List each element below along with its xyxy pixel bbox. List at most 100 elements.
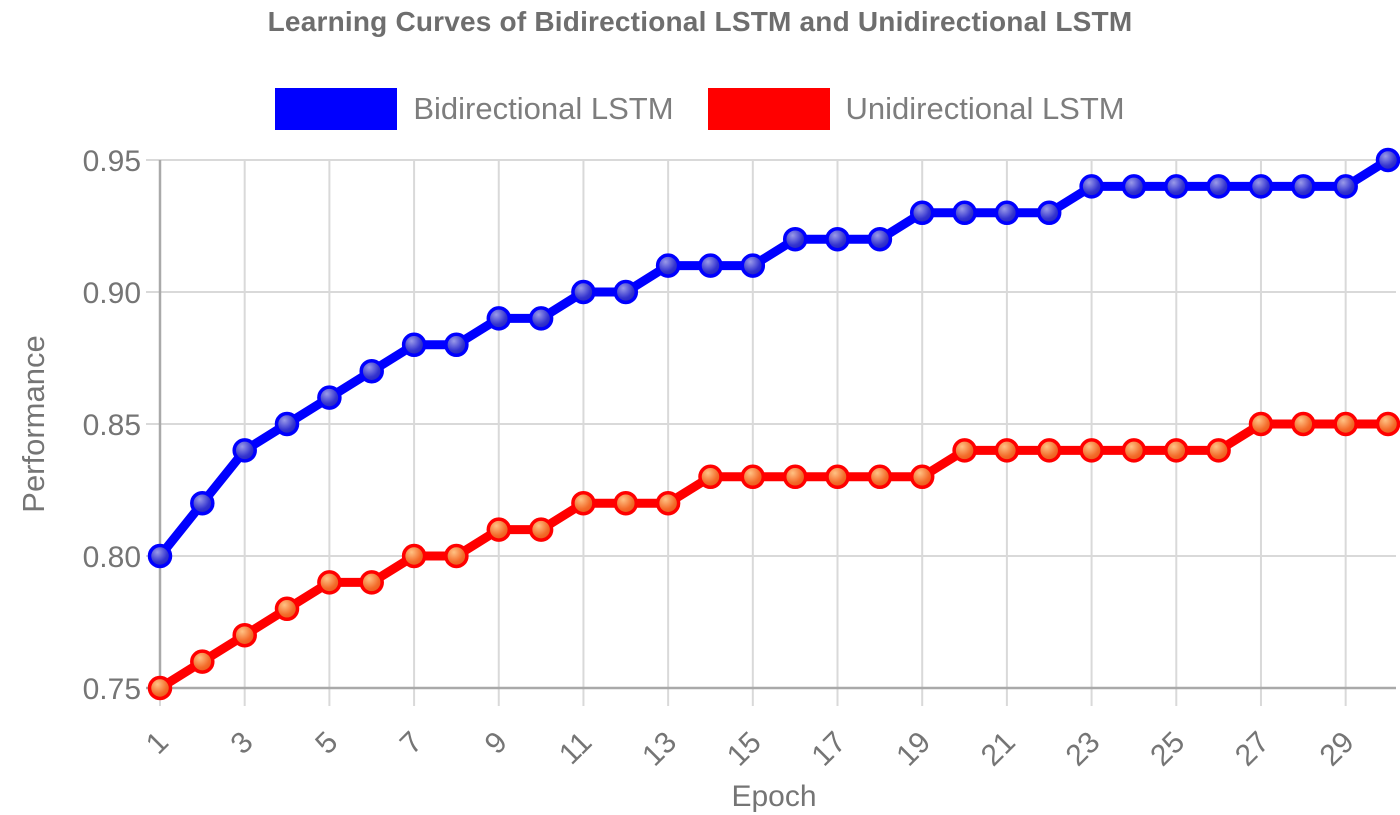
data-point-unidirectional-lstm — [782, 464, 808, 490]
data-point-bidirectional-lstm — [952, 200, 977, 226]
data-point-bidirectional-lstm — [232, 438, 257, 463]
data-point-unidirectional-lstm — [190, 649, 215, 674]
data-point-unidirectional-lstm — [359, 570, 384, 595]
y-tick-labels: 0.75 0.80 0.85 0.90 0.95 — [83, 145, 141, 706]
data-point-unidirectional-lstm — [1079, 438, 1104, 463]
data-point-unidirectional-lstm — [1164, 438, 1189, 463]
x-tick-label: 17 — [806, 726, 853, 773]
data-point-unidirectional-lstm — [698, 464, 723, 490]
x-axis-title: Epoch — [731, 780, 816, 813]
x-tick-label: 11 — [553, 726, 598, 771]
data-point-bidirectional-lstm — [909, 200, 935, 226]
x-tick-label: 15 — [721, 726, 768, 773]
data-point-unidirectional-lstm — [613, 490, 639, 516]
data-point-unidirectional-lstm — [867, 464, 893, 490]
data-point-unidirectional-lstm — [1291, 411, 1316, 437]
legend-entry-unidirectional: Unidirectional LSTM — [707, 88, 1125, 130]
x-tick-labels: 1 3 5 7 9 11 13 15 17 19 21 23 25 27 29 — [140, 726, 1361, 773]
data-point-bidirectional-lstm — [1333, 174, 1358, 199]
data-point-bidirectional-lstm — [1375, 147, 1400, 173]
data-point-unidirectional-lstm — [401, 543, 427, 569]
data-point-unidirectional-lstm — [952, 438, 977, 463]
data-point-bidirectional-lstm — [1079, 174, 1104, 199]
data-point-bidirectional-lstm — [147, 543, 173, 569]
series-line-bidirectional-lstm — [155, 155, 1393, 561]
data-point-bidirectional-lstm — [655, 253, 681, 278]
data-point-bidirectional-lstm — [359, 358, 384, 384]
data-point-bidirectional-lstm — [1036, 200, 1062, 226]
data-point-unidirectional-lstm — [1206, 438, 1231, 463]
y-tick-label: 0.95 — [83, 145, 141, 178]
data-point-unidirectional-lstm — [655, 490, 681, 516]
data-point-bidirectional-lstm — [994, 200, 1020, 226]
legend-entry-bidirectional: Bidirectional LSTM — [275, 88, 674, 130]
data-point-unidirectional-lstm — [1333, 411, 1358, 437]
x-tick-label: 29 — [1314, 726, 1361, 773]
x-tick-label: 25 — [1144, 726, 1191, 773]
data-point-unidirectional-lstm — [825, 464, 850, 490]
data-point-bidirectional-lstm — [401, 332, 427, 358]
data-point-unidirectional-lstm — [909, 464, 935, 490]
data-point-bidirectional-lstm — [740, 253, 766, 278]
x-tick-label: 27 — [1229, 726, 1276, 773]
data-point-unidirectional-lstm — [994, 438, 1020, 463]
x-tick-label: 5 — [309, 726, 344, 761]
data-point-bidirectional-lstm — [274, 411, 300, 437]
legend-label-bidirectional: Bidirectional LSTM — [413, 91, 674, 126]
legend-swatch-blue — [275, 88, 398, 130]
data-point-bidirectional-lstm — [486, 306, 512, 331]
y-tick-label: 0.90 — [83, 277, 141, 310]
data-point-unidirectional-lstm — [571, 490, 596, 516]
data-point-bidirectional-lstm — [867, 226, 893, 252]
data-point-bidirectional-lstm — [571, 279, 596, 305]
legend-label-unidirectional: Unidirectional LSTM — [845, 91, 1125, 126]
data-point-unidirectional-lstm — [444, 543, 469, 569]
data-point-bidirectional-lstm — [190, 490, 215, 516]
data-point-unidirectional-lstm — [1375, 411, 1400, 437]
data-point-bidirectional-lstm — [1206, 174, 1231, 199]
data-point-bidirectional-lstm — [444, 332, 469, 358]
data-point-unidirectional-lstm — [147, 675, 173, 701]
x-tick-label: 23 — [1060, 726, 1107, 773]
y-tick-label: 0.80 — [83, 541, 141, 574]
x-tick-label: 21 — [975, 726, 1022, 773]
y-tick-label: 0.75 — [83, 673, 141, 706]
data-point-unidirectional-lstm — [274, 596, 300, 622]
data-point-bidirectional-lstm — [613, 279, 639, 305]
x-tick-label: 7 — [394, 726, 429, 761]
x-gridlines — [159, 160, 1347, 706]
series-unidirectional-lstm — [147, 411, 1400, 701]
x-tick-label: 13 — [636, 726, 683, 773]
data-point-unidirectional-lstm — [232, 622, 257, 648]
data-point-unidirectional-lstm — [740, 464, 766, 490]
y-tick-label: 0.85 — [83, 409, 141, 442]
data-point-bidirectional-lstm — [1164, 174, 1189, 199]
data-point-unidirectional-lstm — [486, 517, 512, 542]
data-point-bidirectional-lstm — [1291, 174, 1316, 199]
y-gridlines — [146, 159, 1396, 689]
x-tick-label: 9 — [479, 726, 514, 761]
data-point-bidirectional-lstm — [1121, 174, 1147, 199]
x-tick-label: 19 — [890, 726, 937, 773]
data-point-unidirectional-lstm — [317, 570, 342, 595]
data-point-unidirectional-lstm — [1121, 438, 1147, 463]
series-bidirectional-lstm — [147, 147, 1400, 569]
data-point-bidirectional-lstm — [528, 306, 554, 331]
y-axis-title: Performance — [16, 335, 51, 512]
data-point-bidirectional-lstm — [1248, 174, 1274, 199]
data-point-bidirectional-lstm — [698, 253, 723, 278]
legend: Bidirectional LSTM Unidirectional LSTM — [0, 88, 1400, 130]
data-point-unidirectional-lstm — [1248, 411, 1274, 437]
data-point-bidirectional-lstm — [782, 226, 808, 252]
chart-title: Learning Curves of Bidirectional LSTM an… — [267, 6, 1133, 37]
data-point-bidirectional-lstm — [317, 385, 342, 410]
legend-swatch-red — [707, 88, 830, 130]
data-point-bidirectional-lstm — [825, 226, 850, 252]
data-point-unidirectional-lstm — [1036, 438, 1062, 463]
axis-spines — [146, 160, 1396, 690]
data-point-unidirectional-lstm — [528, 517, 554, 542]
x-tick-label: 1 — [140, 726, 175, 761]
x-tick-label: 3 — [225, 726, 260, 761]
